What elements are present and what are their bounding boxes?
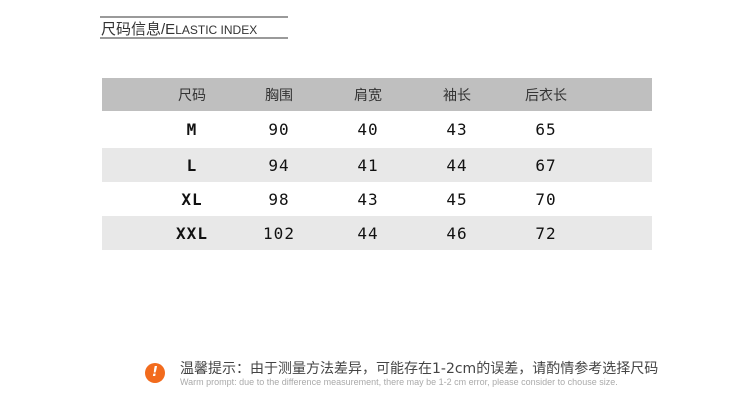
section-title: 尺码信息/ELASTIC INDEX [101, 18, 257, 39]
header-shoulder: 肩宽 [354, 87, 382, 104]
title-top-divider [100, 16, 288, 18]
header-chest: 胸围 [265, 87, 293, 104]
table-row: XXL 102 44 46 72 [102, 216, 652, 250]
cell-size: XL [181, 189, 203, 209]
cell-shoulder: 40 [357, 120, 379, 139]
cell-shoulder: 43 [357, 189, 379, 209]
header-size: 尺码 [178, 87, 206, 104]
section-title-en-initial: E [165, 21, 176, 38]
size-table: 尺码 胸围 肩宽 袖长 后衣长 M 90 40 43 65 L 94 41 44… [102, 78, 652, 250]
cell-sleeve: 44 [446, 155, 468, 175]
title-bottom-divider [100, 37, 288, 39]
table-row: XL 98 43 45 70 [102, 182, 652, 216]
exclamation-icon: ! [145, 363, 165, 383]
cell-back-length: 70 [535, 189, 557, 209]
section-title-en-rest: LASTIC INDEX [175, 23, 258, 37]
header-sleeve: 袖长 [443, 87, 471, 104]
cell-back-length: 72 [535, 223, 557, 243]
table-header-row: 尺码 胸围 肩宽 袖长 后衣长 [102, 78, 652, 111]
table-row: L 94 41 44 67 [102, 148, 652, 182]
header-back-length: 后衣长 [525, 87, 567, 104]
cell-sleeve: 45 [446, 189, 468, 209]
cell-shoulder: 41 [357, 155, 379, 175]
notice-text-en: Warm prompt: due to the difference measu… [180, 377, 618, 387]
cell-size: L [186, 155, 198, 175]
cell-shoulder: 44 [357, 223, 379, 243]
cell-size: XXL [176, 223, 208, 243]
cell-sleeve: 46 [446, 223, 468, 243]
cell-chest: 98 [268, 189, 290, 209]
table-row: M 90 40 43 65 [102, 111, 652, 148]
cell-chest: 102 [263, 223, 295, 243]
notice-text-zh: 温馨提示：由于测量方法差异，可能存在1-2cm的误差，请酌情参考选择尺码 [180, 361, 659, 377]
cell-back-length: 67 [535, 155, 557, 175]
cell-chest: 90 [268, 120, 290, 139]
section-title-zh: 尺码信息/ [101, 21, 166, 38]
cell-back-length: 65 [535, 120, 557, 139]
cell-chest: 94 [268, 155, 290, 175]
cell-sleeve: 43 [446, 120, 468, 139]
cell-size: M [186, 120, 198, 139]
